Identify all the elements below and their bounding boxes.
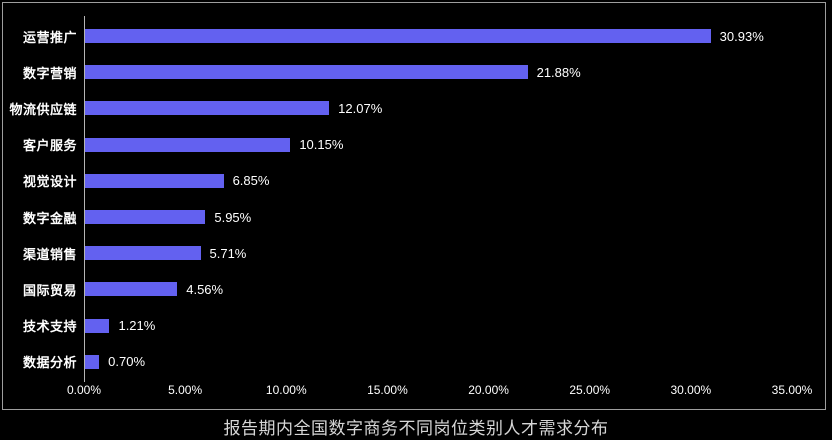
x-axis: 0.00% 5.00% 10.00% 15.00% 20.00% 25.00% 30.00%…	[3, 383, 825, 401]
bar	[85, 29, 711, 44]
bar	[85, 173, 224, 188]
value-label: 0.70%	[108, 354, 146, 370]
bar	[85, 282, 178, 297]
bar-row: 客户服务 10.15%	[3, 127, 825, 163]
x-tick-label: 30.00%	[670, 383, 712, 397]
category-label: 运营推广	[22, 29, 77, 45]
value-label: 1.21%	[118, 318, 156, 334]
bar-row: 数字营销 21.88%	[3, 54, 825, 90]
x-tick-label: 10.00%	[265, 383, 307, 397]
value-label: 4.56%	[186, 281, 224, 297]
bars-area: 运营推广 30.93% 数字营销 21.88% 物流供应链 12.07% 客户服务 10.15…	[3, 18, 825, 380]
bar-row: 数字金融 5.95%	[3, 199, 825, 235]
category-label: 技术支持	[22, 319, 77, 335]
category-label: 视觉设计	[22, 174, 77, 190]
bar	[85, 210, 206, 225]
category-label: 国际贸易	[22, 282, 77, 298]
y-axis-line	[84, 16, 85, 382]
bar	[85, 65, 528, 80]
bar-row: 国际贸易 4.56%	[3, 271, 825, 307]
bar-row: 物流供应链 12.07%	[3, 90, 825, 126]
bar	[85, 318, 110, 333]
value-label: 30.93%	[719, 28, 764, 44]
chart-title: 报告期内全国数字商务不同岗位类别人才需求分布	[223, 419, 609, 438]
category-label: 数据分析	[22, 355, 77, 371]
bar-row: 数据分析 0.70%	[3, 344, 825, 380]
x-tick-label: 25.00%	[569, 383, 611, 397]
value-label: 6.85%	[232, 173, 270, 189]
bar-row: 技术支持 1.21%	[3, 308, 825, 344]
category-label: 物流供应链	[9, 101, 77, 117]
category-label: 渠道销售	[22, 246, 77, 262]
bar	[85, 354, 100, 369]
value-label: 21.88%	[536, 64, 581, 80]
chart-frame: 运营推广 30.93% 数字营销 21.88% 物流供应链 12.07% 客户服务 10.15…	[2, 2, 826, 410]
bar-row: 渠道销售 5.71%	[3, 235, 825, 271]
x-tick-label: 0.00%	[66, 383, 102, 397]
x-tick-label: 5.00%	[168, 383, 203, 397]
x-tick-label: 35.00%	[771, 383, 813, 397]
x-tick-label: 20.00%	[468, 383, 509, 397]
bar	[85, 101, 330, 116]
value-label: 5.71%	[209, 245, 247, 261]
category-label: 数字金融	[22, 210, 77, 226]
category-label: 数字营销	[22, 65, 77, 81]
bar	[85, 137, 291, 152]
bar-row: 视觉设计 6.85%	[3, 163, 825, 199]
x-tick-label: 15.00%	[367, 383, 408, 397]
value-label: 12.07%	[338, 100, 383, 116]
bar-row: 运营推广 30.93%	[3, 18, 825, 54]
value-label: 10.15%	[299, 137, 344, 153]
bar	[85, 246, 201, 261]
value-label: 5.95%	[214, 209, 252, 225]
category-label: 客户服务	[22, 138, 77, 154]
